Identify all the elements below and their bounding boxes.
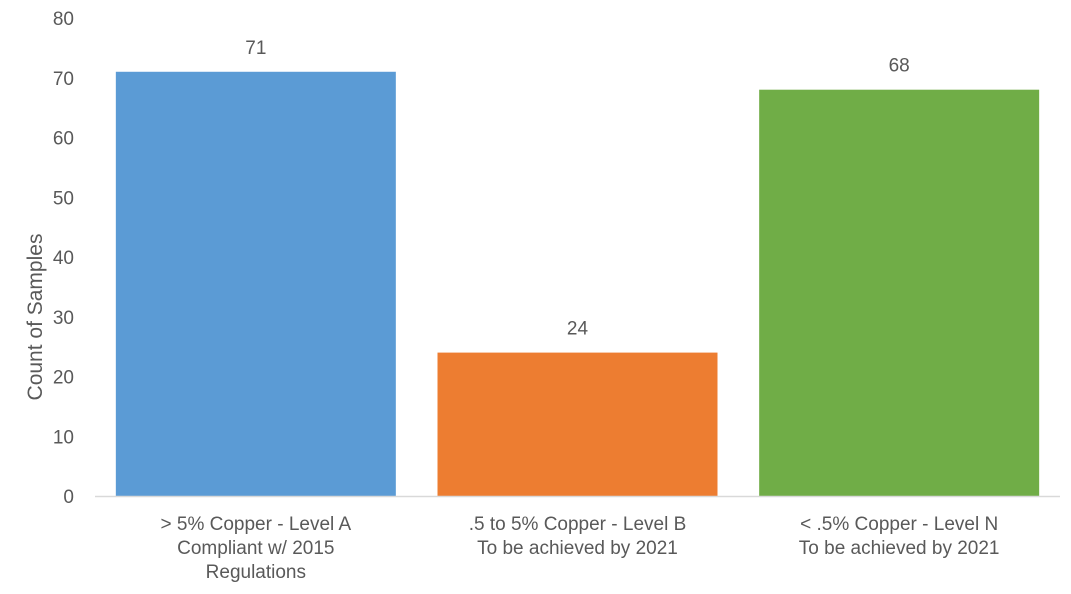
y-tick-label: 50 <box>53 188 74 209</box>
category-label: .5 to 5% Copper - Level B To be achieved … <box>469 514 687 559</box>
y-tick-label: 80 <box>53 9 74 30</box>
category-label-line: .5 to 5% Copper - Level B <box>469 514 687 535</box>
y-tick-label: 60 <box>53 129 74 150</box>
category-label: > 5% Copper - Level A Compliant w/ 2015 Re… <box>161 514 352 583</box>
y-tick-label: 20 <box>53 368 74 389</box>
bar <box>437 352 718 496</box>
category-label-line: Regulations <box>206 562 306 583</box>
data-label: 68 <box>889 56 910 77</box>
category-labels: > 5% Copper - Level A Compliant w/ 2015 Re… <box>161 514 1000 583</box>
bar <box>759 89 1040 496</box>
y-tick-label: 70 <box>53 69 74 90</box>
y-tick-label: 40 <box>53 248 74 269</box>
bars <box>115 71 1040 497</box>
bar <box>115 71 396 497</box>
category-label-line: > 5% Copper - Level A <box>161 514 352 535</box>
category-label-line: To be achieved by 2021 <box>477 538 678 559</box>
y-tick-label: 30 <box>53 308 74 329</box>
y-tick-label: 10 <box>53 427 74 448</box>
y-axis-title: Count of Samples <box>24 234 47 401</box>
category-label: < .5% Copper - Level N To be achieved by … <box>799 514 1000 559</box>
category-label-line: < .5% Copper - Level N <box>800 514 998 535</box>
y-tick-label: 0 <box>63 487 74 508</box>
data-label: 71 <box>245 38 266 59</box>
data-labels: 71 24 68 <box>245 38 909 340</box>
category-label-line: Compliant w/ 2015 <box>177 538 334 559</box>
category-label-line: To be achieved by 2021 <box>799 538 1000 559</box>
y-axis-ticks: 0 10 20 30 40 50 60 70 80 <box>53 9 74 508</box>
data-label: 24 <box>567 319 589 340</box>
